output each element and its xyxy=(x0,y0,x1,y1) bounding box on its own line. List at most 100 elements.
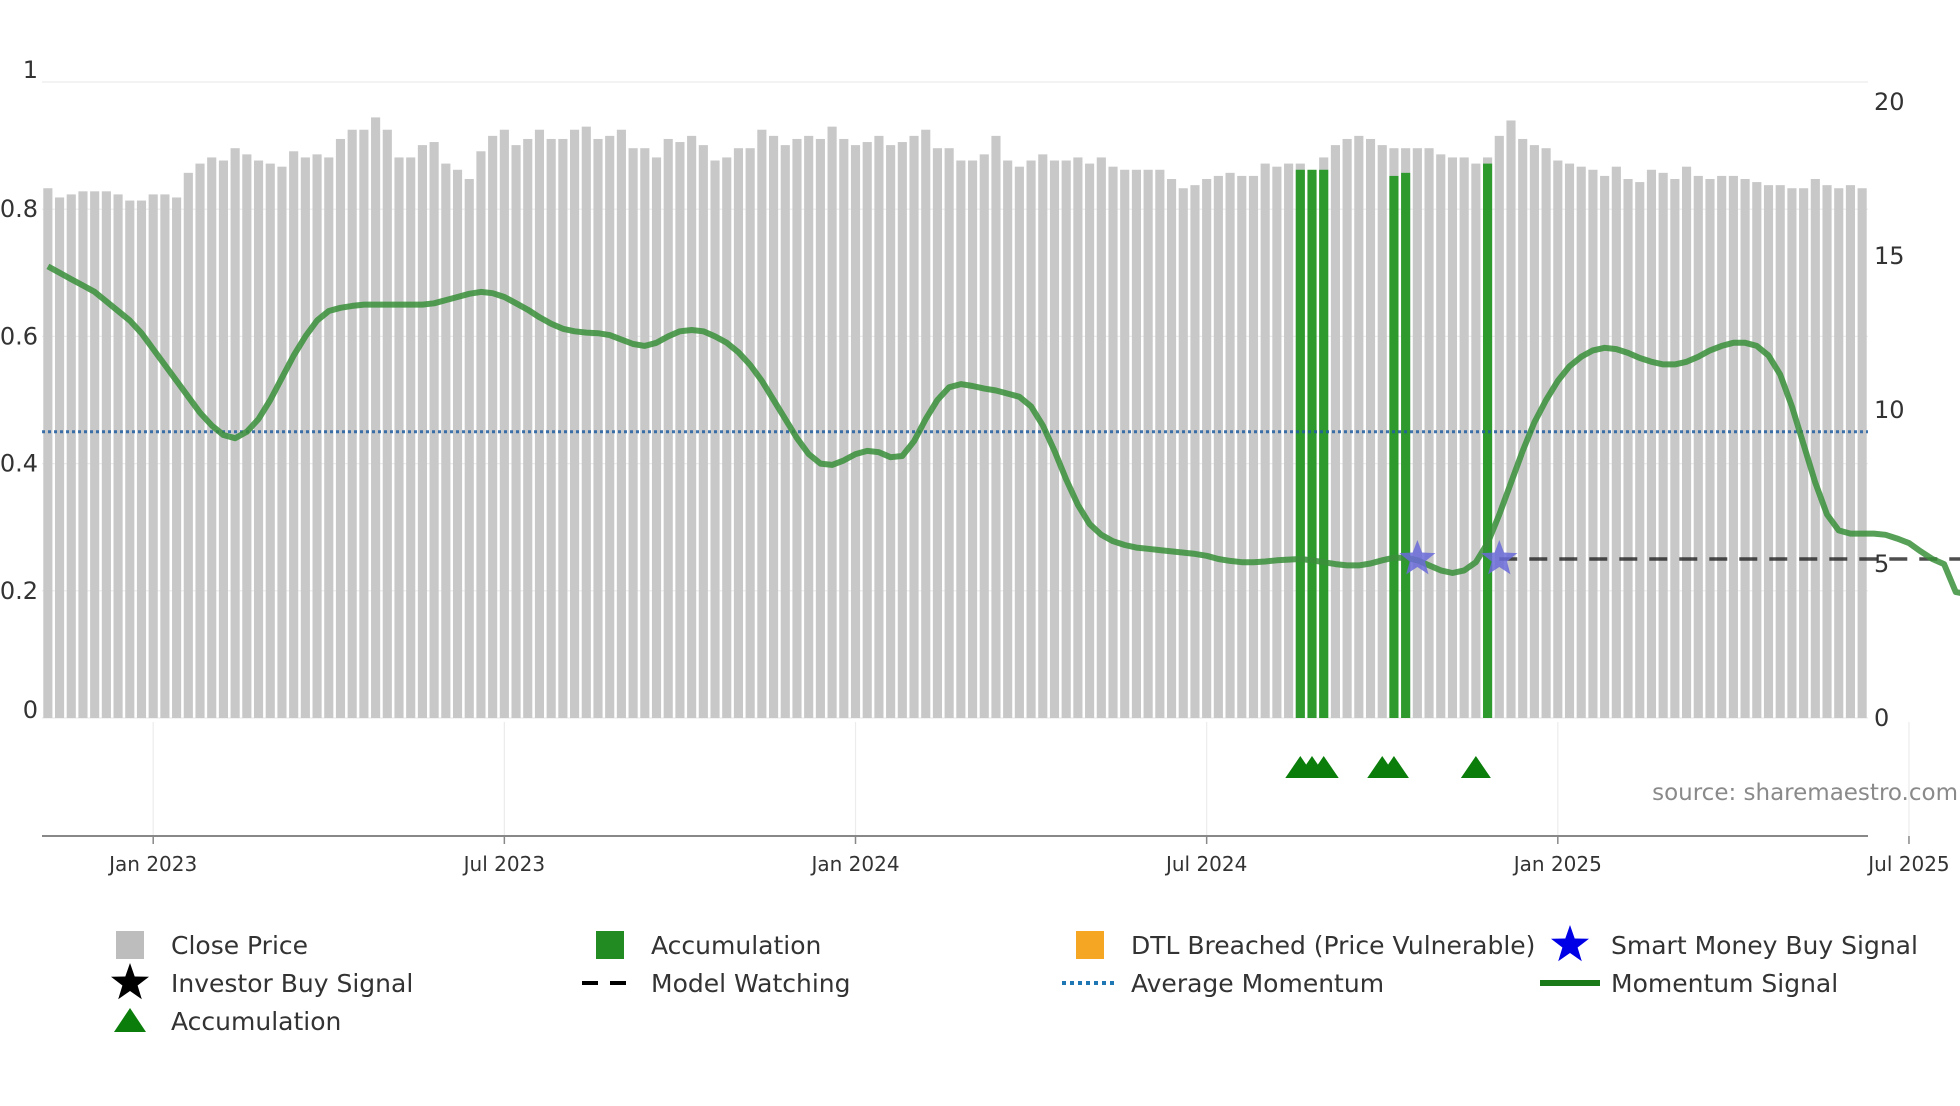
close-price-bar xyxy=(1611,166,1621,718)
close-price-bar xyxy=(1272,166,1282,718)
right-tick-label: 0 xyxy=(1874,704,1889,732)
legend-item: Accumulation xyxy=(114,1007,341,1036)
close-price-bar xyxy=(277,166,287,718)
momentum-signal-line xyxy=(46,263,1960,596)
close-price-bar xyxy=(558,138,568,718)
right-tick-label: 5 xyxy=(1874,550,1889,578)
close-price-bar xyxy=(207,157,217,718)
grid-lines xyxy=(42,81,1910,836)
close-price-bars xyxy=(43,117,1867,719)
close-price-bar xyxy=(1822,185,1832,718)
close-price-bar xyxy=(651,157,662,718)
close-price-bar xyxy=(1518,138,1528,718)
close-price-bar xyxy=(1131,169,1141,718)
x-tick-label: Jan 2025 xyxy=(1512,852,1602,876)
left-tick-label: 0.8 xyxy=(0,195,38,223)
close-price-bar xyxy=(1284,163,1294,719)
close-price-bar xyxy=(1740,179,1750,718)
close-price-bar xyxy=(850,145,861,718)
close-price-bar xyxy=(394,157,404,718)
close-price-bar xyxy=(1330,145,1340,718)
close-price-bar xyxy=(757,129,767,719)
close-price-bar xyxy=(1506,120,1516,719)
close-price-bar xyxy=(1775,185,1785,718)
close-price-bar xyxy=(1787,188,1797,719)
close-price-bar xyxy=(125,200,135,718)
smart-money-star xyxy=(1481,540,1518,575)
close-price-bar xyxy=(1728,175,1738,719)
close-price-bar xyxy=(1763,185,1774,718)
close-price-bar xyxy=(628,148,638,718)
close-price-bar xyxy=(265,163,275,719)
close-price-bar xyxy=(1529,145,1539,718)
right-tick-label: 20 xyxy=(1874,88,1905,116)
close-price-bar xyxy=(1623,179,1633,718)
close-price-bar xyxy=(1354,135,1364,718)
legend-star xyxy=(111,963,149,1000)
close-price-bar xyxy=(546,138,556,718)
close-price-bar xyxy=(897,142,907,719)
close-price-bar xyxy=(804,135,814,718)
close-price-bar xyxy=(1834,188,1844,719)
close-price-bar xyxy=(792,138,802,718)
close-price-bar xyxy=(289,151,299,718)
close-price-bar xyxy=(581,126,591,718)
close-price-bar xyxy=(406,157,416,718)
close-price-bar xyxy=(66,194,76,718)
x-tick-label: Jan 2024 xyxy=(809,852,899,876)
close-price-bar xyxy=(570,129,580,719)
close-price-bar xyxy=(1108,166,1118,718)
legend-label: Close Price xyxy=(171,931,308,960)
close-price-bar xyxy=(1553,160,1563,718)
close-price-bar xyxy=(148,194,158,718)
close-price-bar xyxy=(1705,179,1715,718)
close-price-bar xyxy=(1026,160,1036,718)
close-price-bar xyxy=(534,129,545,719)
close-price-bar xyxy=(967,160,978,718)
close-price-bar xyxy=(160,194,170,718)
legend-label: DTL Breached (Price Vulnerable) xyxy=(1131,931,1535,960)
close-price-bar xyxy=(1646,169,1657,718)
legend-label: Investor Buy Signal xyxy=(171,969,413,998)
legend-swatch xyxy=(1076,931,1104,959)
close-price-bar xyxy=(172,197,182,719)
left-tick-label: 0 xyxy=(23,696,38,724)
legend-label: Accumulation xyxy=(651,931,821,960)
close-price-bar xyxy=(1237,175,1247,719)
close-price-bar xyxy=(1717,175,1727,719)
close-price-bar xyxy=(218,160,228,718)
accumulation-bar xyxy=(1483,163,1493,719)
accumulation-bar xyxy=(1401,172,1411,719)
close-price-bar xyxy=(1225,172,1235,719)
close-price-bar xyxy=(687,135,697,718)
close-price-bar xyxy=(991,135,1001,718)
legend-label: Momentum Signal xyxy=(1611,969,1838,998)
close-price-bar xyxy=(1576,166,1586,718)
close-price-bar xyxy=(1143,169,1153,718)
close-price-bar xyxy=(1658,172,1668,719)
close-price-bar xyxy=(1260,163,1270,719)
accumulation-triangle xyxy=(1308,756,1339,778)
left-tick-label: 1 xyxy=(23,56,38,84)
close-price-bar xyxy=(312,154,322,719)
close-price-bar xyxy=(1564,163,1575,719)
close-price-bar xyxy=(1014,166,1024,718)
close-price-bar xyxy=(1166,179,1177,718)
accumulation-triangle xyxy=(1378,756,1409,778)
x-tick-label: Jul 2023 xyxy=(462,852,545,876)
close-price-bar xyxy=(183,172,193,719)
close-price-bar xyxy=(815,138,825,718)
legend-swatch xyxy=(116,931,144,959)
close-price-bar xyxy=(1202,179,1212,718)
close-price-bar xyxy=(1670,179,1680,718)
close-price-bar xyxy=(862,142,872,719)
close-price-bar xyxy=(499,129,509,719)
right-tick-label: 10 xyxy=(1874,396,1905,424)
legend-label: Average Momentum xyxy=(1131,969,1384,998)
close-price-bar xyxy=(769,135,779,718)
close-price-bar xyxy=(1073,157,1083,718)
close-price-bar xyxy=(324,157,334,718)
legend-item: DTL Breached (Price Vulnerable) xyxy=(1076,931,1535,960)
signal-lines xyxy=(42,263,1960,596)
